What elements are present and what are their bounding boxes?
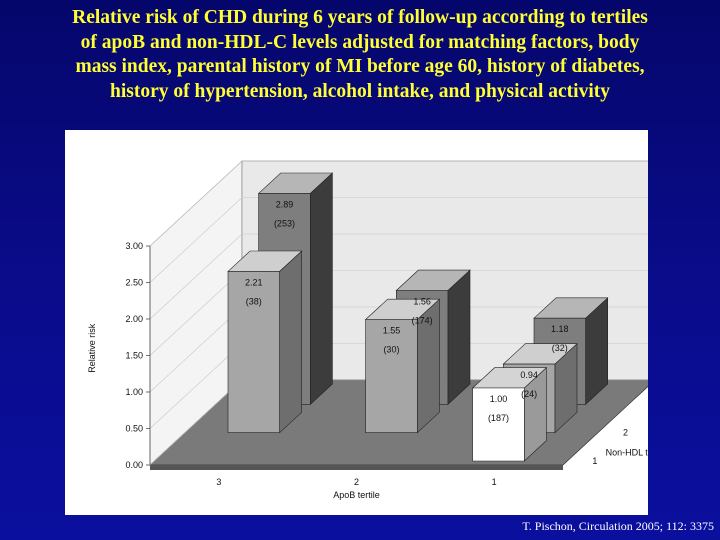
bar-value-label: 2.89: [276, 199, 294, 209]
bar-value-label: 1.56: [413, 296, 431, 306]
title-line-3: mass index, parental history of MI befor…: [75, 56, 645, 77]
y-tick-label: 2.00: [125, 314, 143, 324]
bar-value-label: 1.18: [551, 324, 569, 334]
z-axis-label: Non-HDL tertile: [606, 447, 648, 457]
gridline: [149, 233, 648, 320]
bar-3-2: [227, 250, 303, 434]
bar-n-label: (187): [488, 413, 509, 423]
y-tick-label: 0.50: [125, 424, 143, 434]
y-axis-label: Relative risk: [87, 323, 97, 373]
bar-side: [310, 172, 333, 406]
bar-2-2: [364, 298, 441, 434]
x-axis-label: ApoB tertile: [333, 490, 380, 500]
bar-front: [365, 319, 418, 434]
y-tick-label: 0.00: [125, 460, 143, 470]
gridline: [149, 160, 648, 247]
y-tick-label: 1.50: [125, 351, 143, 361]
bar-value-label: 0.94: [520, 370, 538, 380]
chart-bars: [227, 172, 609, 462]
chart-3d-bar: 0.00 0.50 1.00 1.50 2.00 2.50 3.00 Relative ris…: [87, 160, 648, 500]
chart-panel: 0.00 0.50 1.00 1.50 2.00 2.50 3.00 Relative ris…: [65, 130, 648, 515]
bar-side: [279, 250, 302, 434]
bar-value-label: 1.55: [383, 326, 401, 336]
y-tick-label: 1.00: [125, 387, 143, 397]
x-tick-label: 1: [492, 477, 497, 487]
bar-1-1: [471, 366, 548, 462]
floor-edge: [150, 465, 563, 470]
bar-n-label: (24): [521, 389, 537, 399]
bar-front: [227, 271, 280, 434]
bar-value-label: 1.00: [490, 394, 508, 404]
y-tick-label: 2.50: [125, 278, 143, 288]
bar-side: [447, 269, 471, 406]
title-line-2: of apoB and non-HDL-C levels adjusted fo…: [80, 31, 640, 53]
bar-n-label: (30): [383, 345, 399, 355]
slide-title: Relative risk of CHD during 6 years of f…: [0, 6, 720, 104]
y-tick-label: 3.00: [125, 241, 143, 251]
title-line-4: history of hypertension, alcohol intake,…: [110, 80, 610, 102]
bar-n-label: (32): [552, 343, 568, 353]
bar-n-label: (174): [412, 315, 433, 325]
x-tick-label: 2: [354, 477, 359, 487]
z-tick-label: 2: [623, 428, 628, 438]
citation: T. Pischon, Circulation 2005; 112: 3375: [522, 519, 714, 533]
bar-value-label: 2.21: [245, 277, 263, 287]
x-tick-label: 3: [216, 477, 221, 487]
chart-axes: 0.00 0.50 1.00 1.50 2.00 2.50 3.00 Relative ris…: [87, 241, 648, 500]
z-tick-label: 1: [592, 456, 597, 466]
chart-labels: 2.89 (253) 1.56 (174) 1.18 (32) 2.21 (38) 1.55 (3…: [245, 199, 569, 423]
title-line-1: Relative risk of CHD during 6 years of f…: [72, 7, 648, 28]
bar-n-label: (253): [274, 218, 295, 228]
gridline: [149, 197, 648, 283]
bar-n-label: (38): [246, 296, 262, 306]
bar-front: [472, 387, 525, 462]
